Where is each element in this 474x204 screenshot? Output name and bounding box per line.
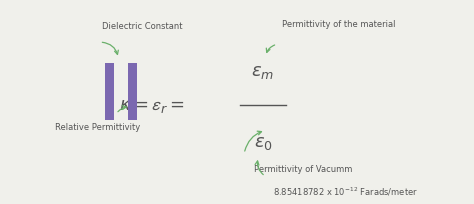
Text: $\kappa = \mathcal{\varepsilon}_r =$: $\kappa = \mathcal{\varepsilon}_r =$ bbox=[119, 96, 185, 114]
Bar bbox=[105, 63, 114, 120]
Text: 8.85418782 x 10$^{-12}$ Farads/meter: 8.85418782 x 10$^{-12}$ Farads/meter bbox=[273, 185, 418, 197]
Text: Permittivity of Vacumm: Permittivity of Vacumm bbox=[254, 164, 352, 173]
Text: Permittivity of the material: Permittivity of the material bbox=[282, 20, 395, 29]
Bar bbox=[128, 63, 137, 120]
Text: $\varepsilon_m$: $\varepsilon_m$ bbox=[252, 62, 274, 80]
Text: $\varepsilon_0$: $\varepsilon_0$ bbox=[254, 134, 273, 152]
Text: Relative Permittivity: Relative Permittivity bbox=[55, 122, 140, 131]
Text: Dielectric Constant: Dielectric Constant bbox=[102, 22, 182, 31]
